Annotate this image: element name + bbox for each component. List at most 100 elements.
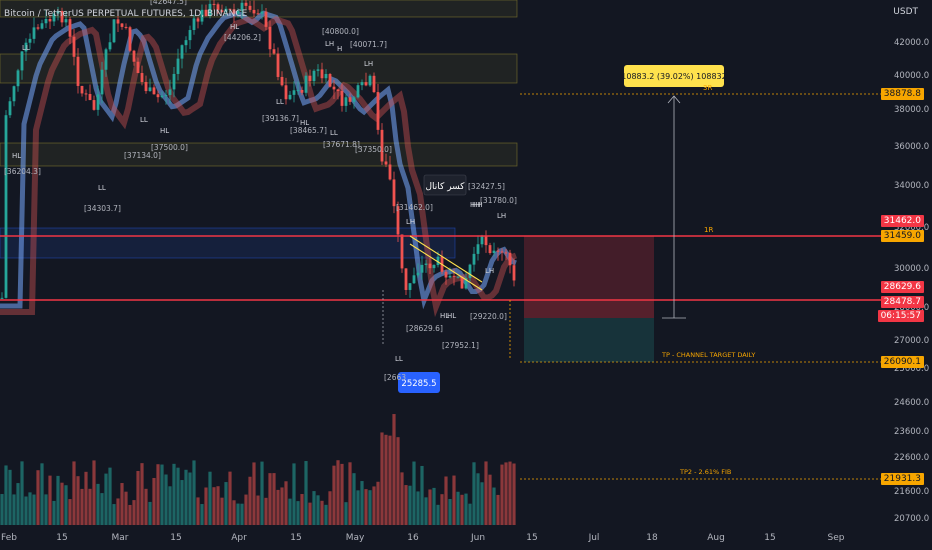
- candle-body: [328, 74, 332, 87]
- candle-body: [112, 19, 116, 43]
- volume-bar: [332, 465, 336, 525]
- y-tick-label: 32000.0: [894, 223, 929, 233]
- zone-band: [0, 53, 518, 84]
- candle-body: [108, 42, 112, 50]
- candle-body: [20, 51, 24, 71]
- candle-body: [240, 2, 244, 11]
- volume-bar: [152, 477, 156, 525]
- volume-bar: [140, 463, 144, 525]
- volume-bar: [32, 494, 36, 525]
- candle-body: [444, 271, 448, 278]
- level-label: [36204.3]: [4, 167, 41, 176]
- candle-body: [8, 101, 12, 116]
- candle-body: [472, 253, 476, 265]
- tp1-label: TP - CHANNEL TARGET DAILY: [661, 351, 755, 359]
- level-label: [32427.5]: [468, 182, 505, 191]
- swing-label: HH: [470, 201, 481, 209]
- volume-bar: [168, 486, 172, 525]
- candle-body: [468, 264, 472, 278]
- volume-bar: [268, 473, 272, 525]
- y-tick-label: 24600.0: [894, 398, 929, 408]
- price-label: 31459.0: [880, 230, 924, 242]
- level-label: [31780.0]: [480, 196, 517, 205]
- candle-body: [164, 94, 168, 96]
- reward-box: [524, 318, 654, 362]
- volume-bar: [104, 473, 108, 525]
- volume-bar: [196, 497, 200, 525]
- chart-title: Bitcoin / TetherUS PERPETUAL FUTURES, 1D…: [4, 9, 248, 19]
- volume-bar: [508, 461, 512, 525]
- volume-bar: [488, 474, 492, 525]
- volume-bar: [56, 475, 60, 525]
- volume-bar: [200, 504, 204, 525]
- candle-body: [292, 90, 296, 95]
- candle-body: [224, 8, 228, 12]
- candle-body: [384, 161, 388, 165]
- x-tick-label: May: [346, 533, 365, 543]
- swing-label: HL: [230, 23, 239, 31]
- candle-body: [72, 36, 76, 57]
- x-tick-label: Sep: [828, 533, 845, 543]
- candle-body: [180, 45, 184, 59]
- candle-body: [380, 129, 384, 162]
- arabic-note: كسر كانال: [426, 182, 466, 192]
- volume-bar: [80, 488, 84, 525]
- candle-body: [460, 276, 464, 289]
- candle-body: [508, 252, 512, 266]
- candle-body: [184, 40, 188, 46]
- volume-bar: [232, 500, 236, 525]
- candle-body: [420, 264, 424, 273]
- y-tick-label: 42000.0: [894, 38, 929, 48]
- candle-body: [44, 19, 48, 24]
- level-label: [44206.2]: [224, 33, 261, 42]
- level-label: [2663: [384, 373, 406, 382]
- volume-bar: [40, 463, 44, 525]
- candle-body: [392, 179, 396, 207]
- volume-bar: [248, 476, 252, 525]
- candle-body: [160, 95, 164, 98]
- candle-body: [312, 70, 316, 82]
- volume-bar: [444, 476, 448, 525]
- x-tick-label: Apr: [231, 533, 247, 543]
- volume-bar: [292, 463, 296, 525]
- candle-body: [320, 69, 324, 79]
- candle-body: [360, 82, 364, 86]
- volume-bar: [432, 487, 436, 525]
- volume-bar: [372, 486, 376, 525]
- x-tick-label: 15: [764, 533, 775, 543]
- candle-body: [488, 245, 492, 254]
- x-tick-label: Feb: [1, 533, 17, 543]
- volume-bar: [4, 465, 8, 525]
- y-tick-label: 38000.0: [894, 105, 929, 115]
- tp2-label: TP2 - 2.61% FIB: [679, 468, 731, 476]
- candle-body: [96, 94, 100, 110]
- volume-bar: [88, 488, 92, 525]
- volume-bar: [352, 473, 356, 525]
- candle-body: [256, 13, 260, 15]
- level-label: [37134.0]: [124, 151, 161, 160]
- volume-bar: [400, 472, 404, 525]
- candle-body: [136, 61, 140, 74]
- zone-bands: [0, 0, 518, 259]
- volume-bar: [176, 467, 180, 525]
- price-label: 21931.3: [880, 473, 924, 485]
- volume-bar: [0, 494, 4, 525]
- volume-bar: [276, 489, 280, 525]
- volume-bar: [284, 481, 288, 525]
- volume-bar: [172, 463, 176, 525]
- x-tick-label: 16: [407, 533, 419, 543]
- r1-label: 1R: [704, 226, 713, 234]
- volume-bar: [408, 485, 412, 525]
- candle-body: [152, 87, 156, 95]
- level-label: [34303.7]: [84, 204, 121, 213]
- level-label: [31462.0]: [396, 203, 433, 212]
- channel-line: [409, 235, 483, 283]
- candle-body: [128, 27, 132, 51]
- candle-body: [348, 97, 352, 102]
- volume-bar: [212, 487, 216, 525]
- ma-fast: [0, 10, 517, 310]
- price-label: 06:15:57: [877, 310, 924, 322]
- risk-reward-boxes: [524, 236, 654, 362]
